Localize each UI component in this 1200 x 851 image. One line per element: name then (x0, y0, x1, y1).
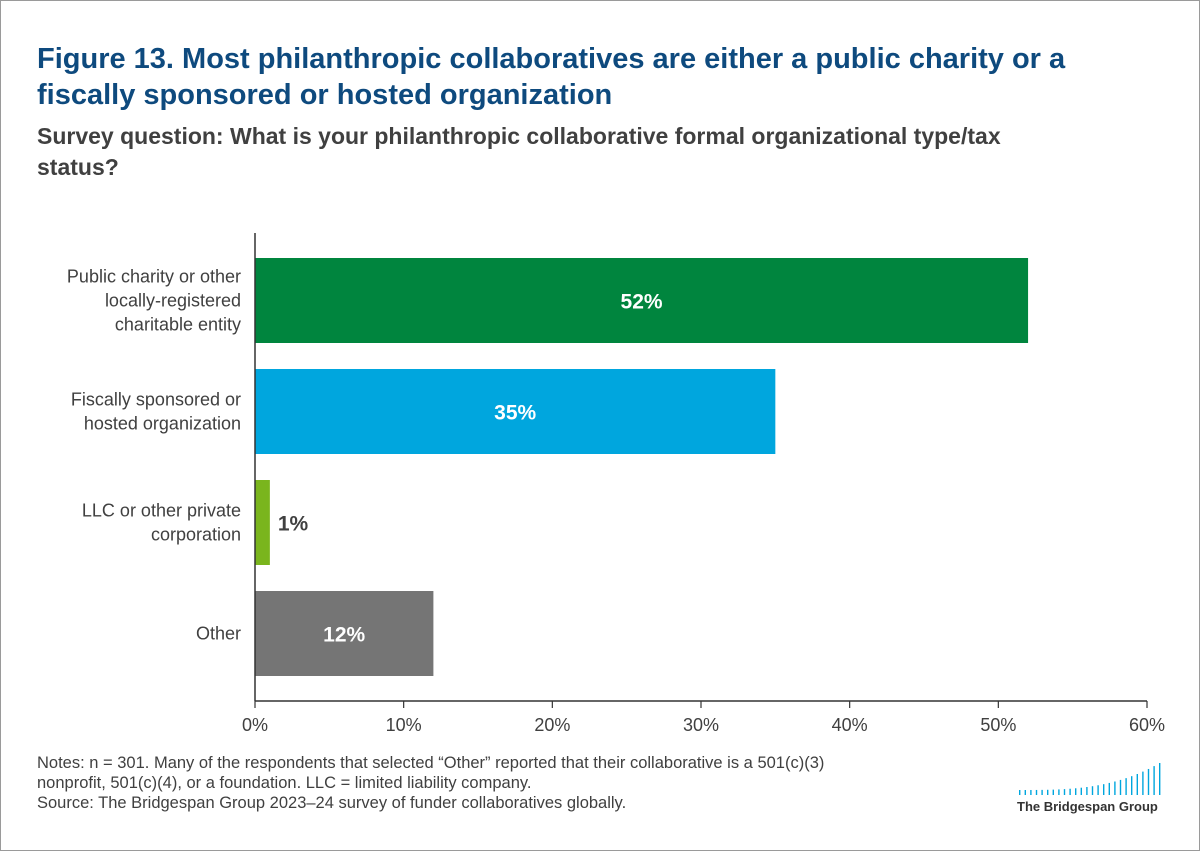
logo-bar-4 (1041, 789, 1043, 795)
bar-2 (255, 480, 270, 565)
notes-line-1: Notes: n = 301. Many of the respondents … (37, 754, 825, 772)
chart-subtitle: Survey question: What is your philanthro… (37, 123, 1001, 180)
logo-bar-1 (1024, 789, 1026, 795)
data-label-0: 52% (621, 291, 663, 314)
bar-0 (255, 258, 1029, 343)
logo-bar-18 (1119, 779, 1122, 795)
logo-bar-12 (1086, 787, 1088, 795)
notes-line-2: nonprofit, 501(c)(4), or a foundation. L… (37, 774, 532, 792)
logo-bar-20 (1131, 776, 1133, 795)
x-tick-label-4: 40% (832, 715, 868, 735)
bar-chart: 52% Public charity or other locally-regist… (67, 233, 1165, 735)
logo-bar-19 (1125, 778, 1127, 795)
logo-bar-22 (1142, 771, 1144, 795)
logo-bar-2 (1030, 789, 1032, 795)
logo-bar-21 (1136, 773, 1138, 795)
logo-bar-5 (1047, 789, 1049, 795)
data-label-1: 35% (494, 402, 536, 425)
x-tick-label-3: 30% (683, 715, 719, 735)
category-label-0-2: charitable entity (115, 315, 241, 335)
logo-bar-10 (1075, 788, 1077, 795)
logo-bar-14 (1097, 785, 1099, 795)
category-label-2-1: corporation (151, 525, 241, 545)
x-tick-label-6: 60% (1129, 715, 1165, 735)
chart-title: Figure 13. Most philanthropic collaborat… (37, 43, 1066, 111)
logo-bar-15 (1103, 784, 1105, 795)
logo-text: The Bridgespan Group (1017, 799, 1158, 814)
logo-bar-13 (1091, 786, 1094, 795)
logo-bar-6 (1052, 789, 1054, 795)
category-label-1-1: hosted organization (84, 414, 241, 434)
logo-bar-23 (1147, 768, 1150, 795)
bridgespan-logo: The Bridgespan Group (1017, 763, 1167, 823)
category-label-2-0: LLC or other private (82, 501, 241, 521)
data-label-3: 12% (323, 624, 365, 647)
logo-bar-9 (1069, 788, 1071, 795)
logo-bar-11 (1080, 787, 1082, 795)
logo-bar-8 (1063, 789, 1066, 795)
logo-bar-24 (1153, 766, 1155, 795)
category-label-0-1: locally-registered (105, 291, 241, 311)
bar-3 (255, 591, 434, 676)
logo-bar-7 (1058, 789, 1060, 795)
logo-bar-17 (1114, 781, 1116, 795)
category-label-0-0: Public charity or other (67, 267, 241, 287)
logo-bar-25 (1159, 763, 1161, 795)
chart-notes: Notes: n = 301. Many of the respondents … (37, 753, 1017, 813)
x-tick-label-2: 20% (534, 715, 570, 735)
logo-bars-icon (1019, 763, 1161, 795)
x-tick-label-0: 0% (242, 715, 268, 735)
bar-1 (255, 369, 776, 454)
category-label-1-0: Fiscally sponsored or (71, 390, 241, 410)
category-label-3-0: Other (196, 624, 241, 644)
source-line: Source: The Bridgespan Group 2023–24 sur… (37, 794, 627, 812)
data-label-2: 1% (278, 513, 309, 536)
logo-bar-3 (1035, 789, 1038, 795)
x-tick-label-1: 10% (386, 715, 422, 735)
logo-bar-0 (1019, 790, 1021, 795)
logo-bar-16 (1108, 782, 1110, 795)
x-tick-label-5: 50% (980, 715, 1016, 735)
